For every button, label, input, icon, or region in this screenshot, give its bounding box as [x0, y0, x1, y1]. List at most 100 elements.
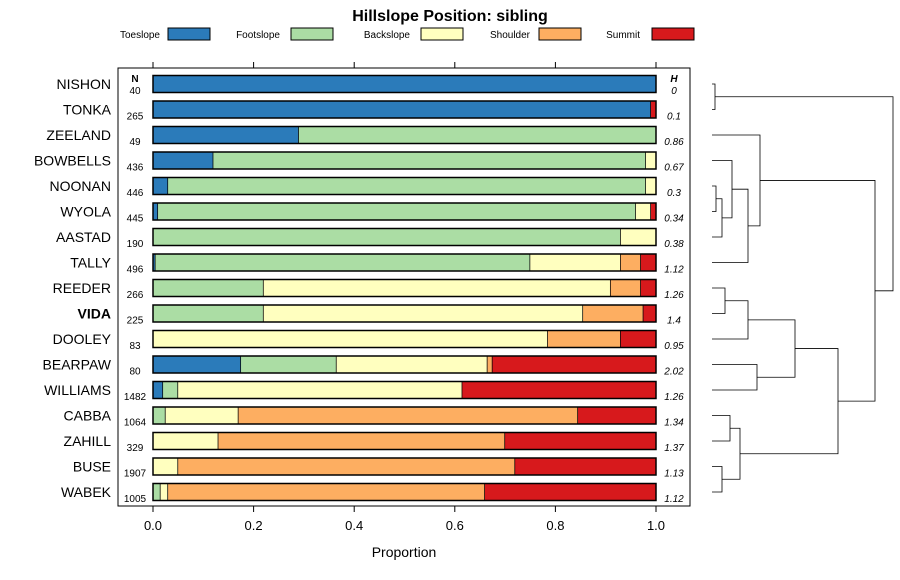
dendrogram-link	[712, 83, 716, 110]
row-label: WILLIAMS	[44, 382, 111, 398]
row-n-value: 49	[129, 137, 141, 148]
dendrogram	[712, 83, 894, 493]
bar-segment-footslope	[163, 381, 179, 399]
x-tick-label: 1.0	[647, 518, 665, 533]
row-wabek: WABEK 1005 1.12	[61, 482, 684, 505]
bar-outline	[152, 227, 657, 247]
row-williams: WILLIAMS 1482 1.26	[44, 380, 684, 403]
bar-segment-backslope	[263, 305, 584, 322]
bar-segment-backslope	[160, 483, 169, 501]
row-n-value: 266	[127, 290, 144, 301]
bar-segment-summit	[620, 330, 656, 348]
row-h-value: 0.1	[667, 112, 681, 123]
bar-segment-shoulder	[610, 279, 641, 297]
bar-segment-summit	[640, 279, 656, 297]
legend-label-toeslope: Toeslope	[120, 30, 160, 41]
bar-outline	[152, 431, 657, 451]
bar-outline	[152, 304, 657, 323]
row-h-value: 0.3	[667, 188, 681, 199]
x-tick-label: 0.6	[446, 518, 464, 533]
row-n-value: 436	[127, 163, 144, 174]
bar-segment-shoulder	[238, 407, 579, 424]
legend-swatch-footslope	[290, 27, 334, 41]
bar-rows: NISHON 40 0 TONKA 265 0.1 ZEELAND 49 0.86 BOWBELL…	[34, 74, 684, 505]
bar-outline	[152, 406, 657, 425]
bar-segment-footslope	[213, 152, 646, 169]
bar-segment-toeslope	[153, 152, 214, 169]
row-tally: TALLY 496 1.12	[70, 253, 684, 276]
row-zahill: ZAHILL 329 1.37	[64, 431, 684, 454]
row-h-value: 0.67	[664, 163, 684, 174]
bar-segment-toeslope	[153, 381, 164, 399]
bar-segment-summit	[650, 203, 656, 220]
bar-segment-shoulder	[168, 483, 485, 501]
bar-segment-summit	[505, 432, 656, 450]
legend-label-shoulder: Shoulder	[490, 30, 531, 41]
bar-segment-summit	[515, 458, 656, 475]
row-h-value: 1.12	[664, 494, 684, 505]
x-tick-label: 0.8	[546, 518, 564, 533]
bar-segment-footslope	[158, 203, 636, 220]
legend-label-summit: Summit	[606, 30, 640, 41]
row-h-value: 0.95	[664, 341, 684, 352]
bar-segment-backslope	[530, 254, 621, 271]
row-n-value: 40	[129, 86, 141, 97]
bar-segment-backslope	[645, 152, 656, 169]
bar-segment-toeslope	[153, 177, 169, 195]
bar-segment-backslope	[153, 458, 179, 475]
row-h-value: 0.86	[664, 137, 684, 148]
row-label: BUSE	[73, 459, 111, 475]
row-label: VIDA	[78, 306, 111, 322]
bar-outline	[152, 355, 657, 374]
row-n-value: 1482	[124, 392, 147, 403]
row-h-value: 1.4	[667, 316, 681, 327]
row-h-value: 0	[671, 86, 677, 97]
row-h-value: 2.02	[663, 367, 684, 378]
legend-swatch-backslope	[420, 27, 464, 41]
legend-label-footslope: Footslope	[236, 30, 280, 41]
legend-swatch-shoulder	[538, 27, 582, 41]
bar-segment-summit	[578, 407, 656, 424]
dendrogram-link	[712, 466, 723, 493]
row-nishon: NISHON 40 0	[57, 74, 677, 97]
row-h-value: 0.38	[664, 239, 684, 250]
row-label: BOWBELLS	[34, 153, 111, 169]
bar-segment-backslope	[620, 228, 656, 246]
x-axis-label: Proportion	[372, 544, 437, 560]
row-n-value: 446	[127, 188, 144, 199]
row-label: ZAHILL	[64, 433, 112, 449]
row-cabba: CABBA 1064 1.34	[64, 406, 684, 429]
h-header: H	[670, 74, 678, 85]
bar-outline	[152, 278, 657, 298]
bar-segment-shoulder	[178, 458, 516, 475]
bar-outline	[152, 380, 657, 400]
row-label: DOOLEY	[53, 331, 112, 347]
row-label: NOONAN	[50, 178, 111, 194]
legend-swatch-summit	[651, 27, 695, 41]
bar-segment-toeslope	[153, 126, 299, 144]
bar-segment-backslope	[153, 432, 219, 450]
row-noonan: NOONAN 446 0.3	[50, 176, 681, 199]
bar-segment-footslope	[153, 305, 264, 322]
plot-panel	[117, 67, 691, 507]
bar-segment-summit	[650, 101, 656, 118]
bar-segment-summit	[640, 254, 656, 271]
row-bowbells: BOWBELLS 436 0.67	[34, 151, 684, 174]
chart-title: Hillslope Position: sibling	[352, 8, 548, 25]
row-label: WABEK	[61, 484, 112, 500]
bar-segment-footslope	[241, 356, 337, 373]
row-label: AASTAD	[56, 229, 111, 245]
row-n-value: 496	[127, 265, 144, 276]
row-n-value: 265	[127, 112, 144, 123]
bar-segment-backslope	[153, 330, 548, 348]
dendrogram-link	[722, 427, 741, 480]
row-n-value: 1005	[124, 494, 147, 505]
row-h-value: 0.34	[664, 214, 684, 225]
dendrogram-link	[712, 185, 717, 212]
bar-segment-footslope	[153, 279, 264, 297]
bar-segment-footslope	[153, 407, 166, 424]
x-tick-label: 0.4	[345, 518, 363, 533]
x-axis: 0.0 0.2 0.4 0.6 0.8 1.0	[144, 506, 665, 533]
bar-segment-footslope	[298, 126, 656, 144]
x-tick-label: 0.0	[144, 518, 162, 533]
